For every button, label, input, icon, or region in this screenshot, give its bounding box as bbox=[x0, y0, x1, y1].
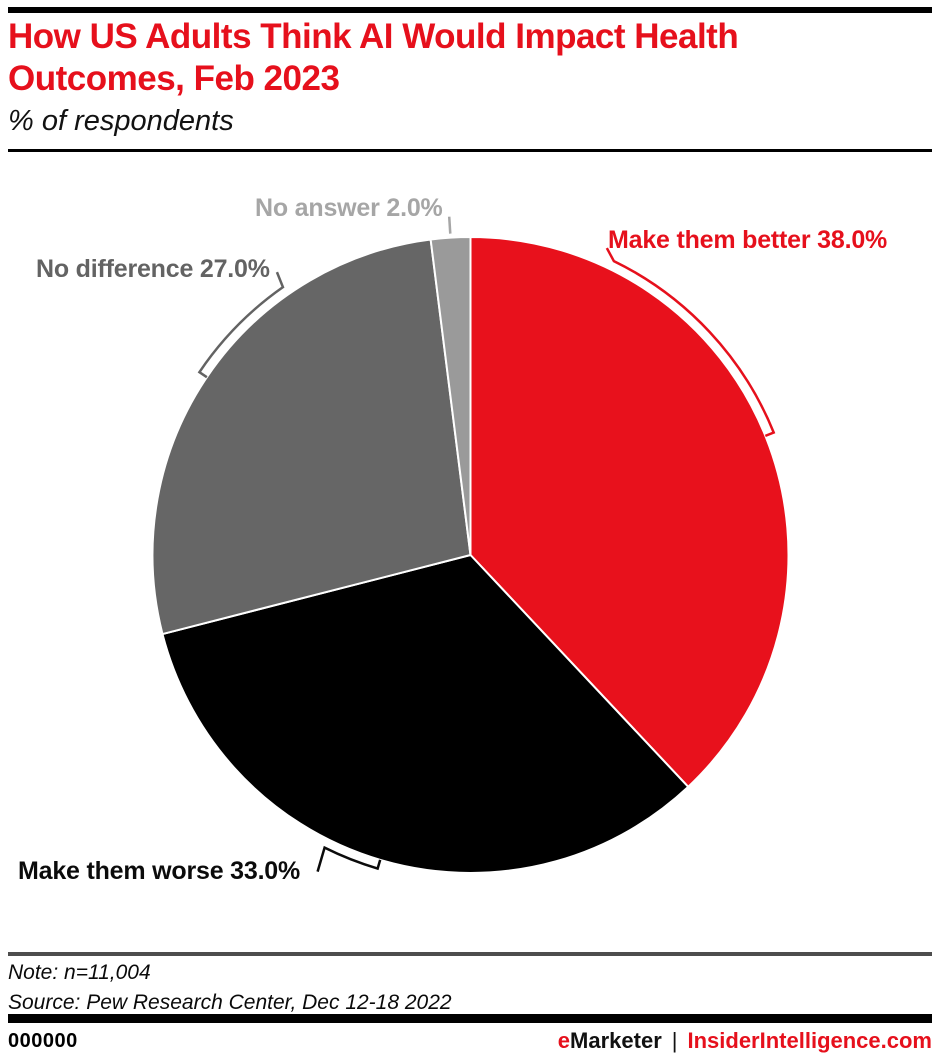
slice-label-no-difference: No difference 27.0% bbox=[36, 255, 270, 283]
top-bar bbox=[8, 7, 932, 13]
header-divider bbox=[8, 149, 932, 152]
chart-title: How US Adults Think AI Would Impact Heal… bbox=[8, 16, 918, 100]
pie-slice-no-answer bbox=[429, 236, 472, 556]
chart-title-line1: How US Adults Think AI Would Impact Heal… bbox=[8, 17, 739, 56]
source-text: Source: Pew Research Center, Dec 12-18 2… bbox=[8, 991, 452, 1014]
leader-line-no-answer bbox=[447, 216, 452, 234]
pie-slice-make-them-better bbox=[469, 236, 790, 788]
pie-slice-make-them-worse bbox=[161, 554, 690, 874]
slice-label-no-answer: No answer 2.0% bbox=[255, 194, 443, 222]
pie-slice-no-difference bbox=[151, 238, 472, 636]
callout-bracket-make-them-worse bbox=[316, 845, 382, 872]
note-text: Note: n=11,004 bbox=[8, 961, 151, 984]
chart-title-line2: Outcomes, Feb 2023 bbox=[8, 59, 340, 98]
slice-label-make-them-worse: Make them worse 33.0% bbox=[18, 857, 301, 885]
brand-emarketer-rest: Marketer bbox=[570, 1028, 662, 1053]
slice-label-make-them-better: Make them better 38.0% bbox=[608, 226, 888, 254]
callout-bracket-no-difference bbox=[197, 271, 285, 379]
brand-emarketer-e: e bbox=[557, 1028, 571, 1053]
footnote-divider bbox=[8, 952, 932, 956]
brand-lockup: eMarketer | InsiderIntelligence.com bbox=[558, 1028, 932, 1054]
chart-subtitle: % of respondents bbox=[8, 105, 234, 137]
footer-code: 000000 bbox=[8, 1030, 78, 1052]
callout-bracket-make-them-better bbox=[605, 247, 776, 438]
footer-bar bbox=[8, 1014, 932, 1023]
brand-separator: | bbox=[671, 1028, 678, 1053]
brand-insiderintelligence: InsiderIntelligence.com bbox=[687, 1028, 932, 1053]
